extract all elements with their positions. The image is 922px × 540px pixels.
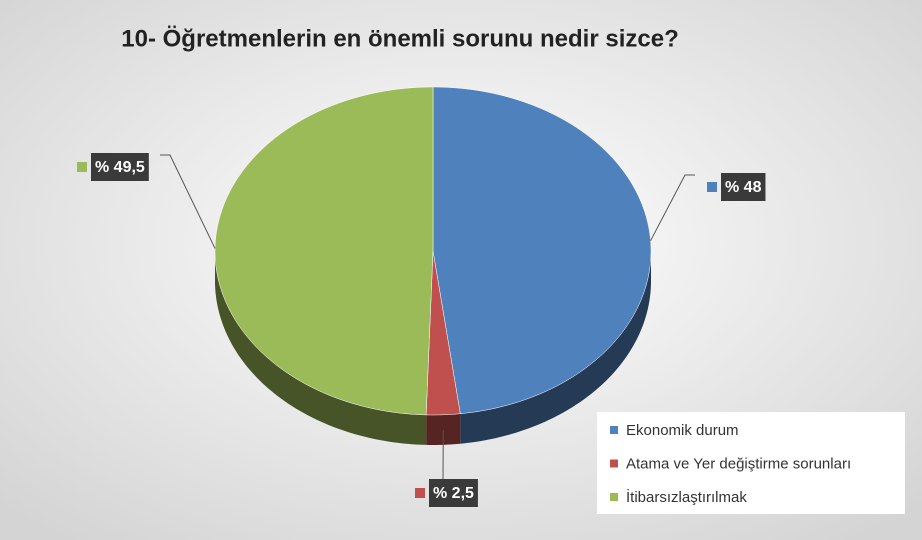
- legend-swatch: [610, 493, 618, 501]
- leader-line: [650, 174, 695, 241]
- slice-side: [460, 251, 651, 444]
- legend-box: [597, 412, 905, 514]
- data-label-key: [415, 488, 425, 498]
- legend-label: Ekonomik durum: [626, 422, 739, 439]
- legend-label: Atama ve Yer değiştirme sorunları: [626, 455, 851, 472]
- leader-line: [160, 154, 216, 249]
- data-label-text: % 2,5: [433, 485, 474, 502]
- data-label-key: [707, 182, 717, 192]
- data-label: % 48: [707, 173, 766, 201]
- data-label-text: % 49,5: [95, 159, 145, 176]
- slice-side: [215, 251, 427, 445]
- data-label-text: % 48: [725, 179, 762, 196]
- slice: [214, 86, 434, 416]
- slice: [425, 250, 461, 416]
- chart-title: 10- Öğretmenlerin en önemli sorunu nedir…: [121, 25, 678, 52]
- legend-swatch: [610, 426, 618, 434]
- legend: Ekonomik durum Atama ve Yer değiştirme so…: [597, 412, 905, 514]
- data-label-box: [91, 153, 149, 181]
- data-label: % 2,5: [415, 479, 478, 507]
- data-label: % 49,5: [77, 153, 149, 181]
- slice-side: [426, 413, 461, 445]
- data-label-box: [429, 479, 478, 507]
- slice: [432, 86, 652, 414]
- legend-swatch: [610, 459, 618, 468]
- data-label-key: [77, 162, 87, 172]
- legend-label: İtibarsızlaştırılmak: [626, 488, 747, 506]
- data-label-box: [721, 173, 766, 201]
